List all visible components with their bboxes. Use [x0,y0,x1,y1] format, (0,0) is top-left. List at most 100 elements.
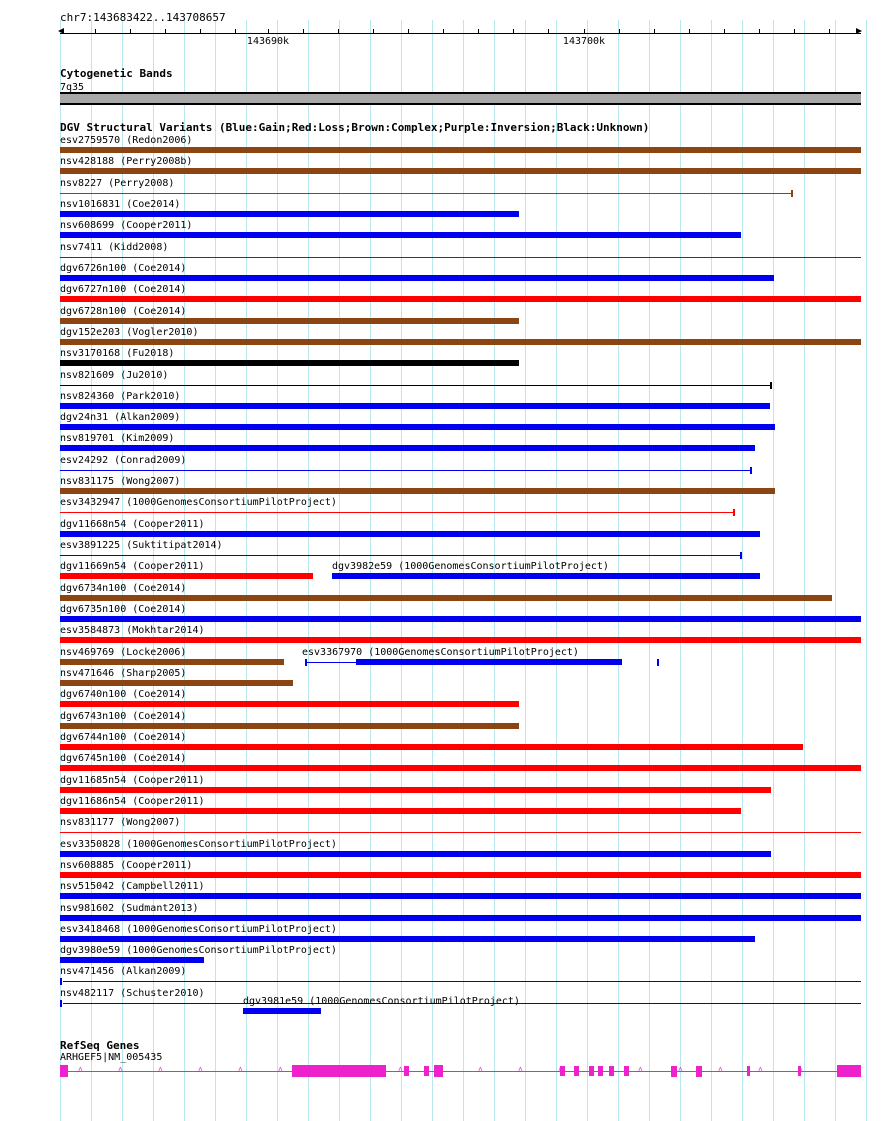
variant-label: nsv471646 (Sharp2005) [60,668,187,679]
vertical-gridline [804,20,805,1121]
variant-bar[interactable] [60,274,774,281]
cytogenetic-band-bar [60,92,861,105]
variant-bar[interactable] [60,786,771,793]
ruler-tick [548,29,549,34]
variant-label: nsv3170168 (Fu2018) [60,348,175,360]
variant-label: dgv6743n100 (Coe2014) [60,710,187,722]
variant-bar[interactable] [60,338,861,345]
variant-label: nsv821609 (Ju2010) [60,369,169,381]
ruler-tick [829,29,830,34]
variant-bar[interactable] [60,807,741,814]
gene-exon[interactable] [424,1066,429,1076]
variant-bar[interactable] [356,658,622,665]
variant-bar[interactable] [60,296,861,303]
variant-bar[interactable] [60,893,861,900]
gene-intron-line [60,1071,861,1072]
variant-bar[interactable] [60,147,861,153]
variant-label: dgv6735n100 (Coe2014) [60,604,187,616]
gene-exon[interactable] [747,1066,750,1076]
variant-bar[interactable] [60,402,770,409]
variant-bar[interactable] [60,871,861,878]
gene-exon[interactable] [837,1065,861,1077]
dgv-track-title: DGV Structural Variants (Blue:Gain;Red:L… [60,121,650,134]
variant-bar[interactable] [60,168,861,175]
variant-label: esv3432947 (1000GenomesConsortiumPilotPr… [60,497,337,509]
variant-label: esv3891225 (Suktitipat2014) [60,540,223,552]
vertical-gridline [587,20,588,1121]
variant-line[interactable] [63,981,861,983]
strand-arrow-icon: ˄ [558,1065,563,1074]
variant-bar[interactable] [60,680,293,686]
variant-bar[interactable] [60,637,861,644]
variant-bar[interactable] [60,360,519,367]
variant-label: dgv3982e59 (1000GenomesConsortiumPilotPr… [332,561,609,573]
gene-exon[interactable] [560,1066,565,1076]
variant-bar[interactable] [60,743,803,750]
variant-line[interactable] [60,192,792,194]
variant-bar[interactable] [60,914,861,921]
variant-bar[interactable] [60,850,771,857]
variant-bar[interactable] [60,658,284,665]
gene-exon[interactable] [574,1066,579,1076]
variant-bar[interactable] [60,957,204,964]
variant-label: nsv608885 (Cooper2011) [60,859,193,871]
gene-exon[interactable] [671,1065,677,1077]
variant-line[interactable] [60,469,751,471]
variant-bar[interactable] [60,210,519,217]
ruler-tick [373,29,374,34]
ruler-tick [235,29,236,34]
variant-line[interactable] [60,256,861,258]
variant-label: esv2759570 (Redon2006) [60,135,193,146]
variant-bar[interactable] [60,701,519,708]
vertical-gridline [91,20,92,1121]
strand-arrow-icon: ˄ [838,1065,843,1074]
ruler-tick [303,29,304,34]
variant-line[interactable] [60,384,771,386]
cytogenetic-bands-title: Cytogenetic Bands [60,67,173,80]
variant-line[interactable] [63,1002,861,1004]
ruler-tick [689,29,690,34]
vertical-gridline [773,20,774,1121]
ruler-tick [654,29,655,34]
variant-bar[interactable] [60,616,861,623]
ruler-tick [478,29,479,34]
variant-line[interactable] [305,661,356,663]
variant-line[interactable] [60,832,861,834]
variant-end-tick [770,381,772,389]
variant-bar[interactable] [60,530,760,537]
gene-exon[interactable] [404,1066,409,1076]
gene-exon[interactable] [598,1066,603,1076]
variant-bar[interactable] [60,573,313,580]
vertical-gridline [308,20,309,1121]
variant-bar[interactable] [60,232,741,239]
gene-exon[interactable] [624,1066,629,1076]
vertical-gridline [401,20,402,1121]
variant-bar[interactable] [60,317,519,324]
gene-exon[interactable] [798,1066,801,1076]
variant-bar[interactable] [243,1008,321,1014]
variant-bar[interactable] [332,573,760,580]
gene-exon[interactable] [434,1065,443,1077]
variant-line[interactable] [60,555,741,557]
gene-exon[interactable] [60,1065,68,1077]
variant-label: esv3367970 (1000GenomesConsortiumPilotPr… [302,646,579,658]
strand-arrow-icon: ˄ [438,1065,443,1074]
variant-label: nsv471456 (Alkan2009) [60,966,187,978]
variant-bar[interactable] [60,424,775,431]
ruler-tick [268,29,269,34]
variant-line[interactable] [60,512,734,514]
variant-bar[interactable] [60,722,519,729]
gene-exon[interactable] [696,1065,702,1077]
variant-bar[interactable] [60,445,755,452]
variant-bar[interactable] [60,935,755,942]
variant-label: nsv819701 (Kim2009) [60,433,175,445]
variant-bar[interactable] [60,594,832,601]
variant-bar[interactable] [60,765,861,772]
gene-exon[interactable] [589,1066,594,1076]
strand-arrow-icon: ˄ [758,1065,763,1074]
variant-label: nsv831177 (Wong2007) [60,817,181,829]
gene-exon[interactable] [292,1065,386,1077]
variant-bar[interactable] [60,488,775,495]
gene-exon[interactable] [609,1066,614,1076]
